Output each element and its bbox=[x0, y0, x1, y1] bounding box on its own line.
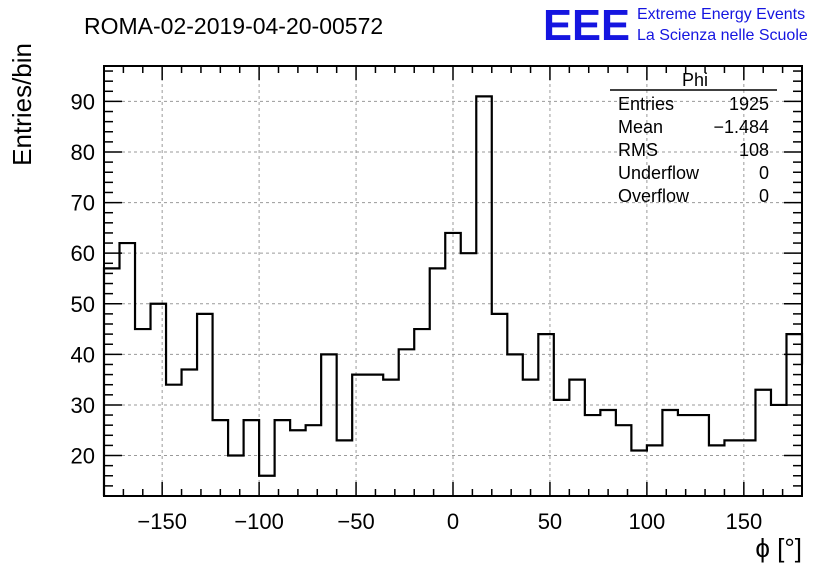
histogram-bin bbox=[600, 410, 616, 496]
stats-label-entries: Entries bbox=[618, 94, 674, 114]
x-tick-label: 150 bbox=[725, 509, 762, 534]
histogram-outline bbox=[102, 95, 804, 496]
histogram-series bbox=[102, 95, 804, 496]
stats-value-underflow: 0 bbox=[759, 163, 769, 183]
histogram-bin bbox=[554, 400, 570, 496]
histogram-bin bbox=[678, 415, 694, 496]
stats-value-mean: −1.484 bbox=[713, 117, 769, 137]
eee-logo: EEE Extreme Energy Events La Scienza nel… bbox=[543, 1, 808, 50]
histogram-bin bbox=[104, 268, 120, 496]
histogram-bin bbox=[507, 354, 523, 496]
axes: −150 −100 −50 0 50 100 150 20 30 40 50 60 70 80 90 bbox=[71, 65, 803, 534]
stats-value-overflow: 0 bbox=[759, 186, 769, 206]
stats-label-overflow: Overflow bbox=[618, 186, 690, 206]
histogram-bin bbox=[492, 314, 508, 496]
stats-value-rms: 108 bbox=[739, 140, 769, 160]
histogram-bin bbox=[631, 450, 647, 496]
histogram-bin bbox=[259, 476, 275, 496]
histogram-bin bbox=[755, 390, 771, 496]
stats-value-entries: 1925 bbox=[729, 94, 769, 114]
histogram-bin bbox=[538, 334, 554, 496]
histogram-bin bbox=[275, 420, 291, 496]
histogram-bin bbox=[135, 329, 151, 496]
chart-title: ROMA-02-2019-04-20-00572 bbox=[84, 13, 383, 39]
y-tick-label: 50 bbox=[71, 292, 95, 317]
histogram-bin bbox=[151, 304, 167, 496]
y-tick-label: 80 bbox=[71, 140, 95, 165]
histogram-bin bbox=[197, 314, 213, 496]
y-tick-label: 60 bbox=[71, 241, 95, 266]
y-tick-label: 40 bbox=[71, 342, 95, 367]
histogram-bin bbox=[662, 410, 678, 496]
histogram-bin bbox=[290, 430, 306, 496]
histogram-bin bbox=[120, 243, 136, 496]
histogram-bin bbox=[383, 380, 399, 496]
x-tick-label: 50 bbox=[538, 509, 562, 534]
histogram-bin bbox=[724, 440, 740, 496]
y-axis-title: Entries/bin bbox=[7, 43, 37, 166]
histogram-bin bbox=[569, 380, 585, 496]
y-tick-label: 70 bbox=[71, 191, 95, 216]
histogram-bin bbox=[228, 456, 244, 496]
x-tick-label: 100 bbox=[629, 509, 666, 534]
histogram-bin bbox=[399, 349, 415, 496]
histogram-bin bbox=[616, 425, 632, 496]
histogram-bin bbox=[585, 415, 601, 496]
histogram-bin bbox=[647, 445, 663, 496]
eee-logo-mark: EEE bbox=[543, 1, 630, 50]
stats-label-mean: Mean bbox=[618, 117, 663, 137]
stats-label-rms: RMS bbox=[618, 140, 658, 160]
histogram-bin bbox=[476, 96, 492, 496]
stats-box: Phi Entries 1925 Mean −1.484 RMS 108 Und… bbox=[610, 70, 777, 206]
histogram-bin bbox=[430, 268, 446, 496]
stats-box-title: Phi bbox=[682, 70, 708, 90]
histogram-bin bbox=[709, 445, 725, 496]
histogram-bin bbox=[740, 440, 756, 496]
y-tick-label: 30 bbox=[71, 393, 95, 418]
histogram-bin bbox=[352, 375, 368, 496]
grid-lines bbox=[104, 66, 802, 496]
histogram-bin bbox=[337, 440, 353, 496]
x-axis-title: ϕ [°] bbox=[755, 533, 802, 563]
x-tick-label: 0 bbox=[447, 509, 459, 534]
histogram-bin bbox=[461, 253, 477, 496]
histogram-bin bbox=[306, 425, 322, 496]
histogram-bin bbox=[321, 354, 337, 496]
histogram-bin bbox=[182, 370, 198, 496]
histogram-bin bbox=[771, 405, 787, 496]
histogram-bin bbox=[445, 233, 461, 496]
y-tick-label: 20 bbox=[71, 444, 95, 469]
x-tick-label: −150 bbox=[137, 509, 187, 534]
logo-line-2: La Scienza nelle Scuole bbox=[637, 27, 808, 44]
stats-label-underflow: Underflow bbox=[618, 163, 700, 183]
histogram-bin bbox=[244, 420, 260, 496]
y-tick-label: 90 bbox=[71, 89, 95, 114]
logo-line-1: Extreme Energy Events bbox=[637, 6, 805, 23]
x-tick-label: −50 bbox=[337, 509, 374, 534]
histogram-bin bbox=[523, 380, 539, 496]
histogram-bin bbox=[166, 385, 182, 496]
x-tick-label: −100 bbox=[234, 509, 284, 534]
histogram-bin bbox=[213, 420, 229, 496]
histogram-bin bbox=[693, 415, 709, 496]
histogram-bin bbox=[414, 329, 430, 496]
histogram-bin bbox=[368, 375, 384, 496]
